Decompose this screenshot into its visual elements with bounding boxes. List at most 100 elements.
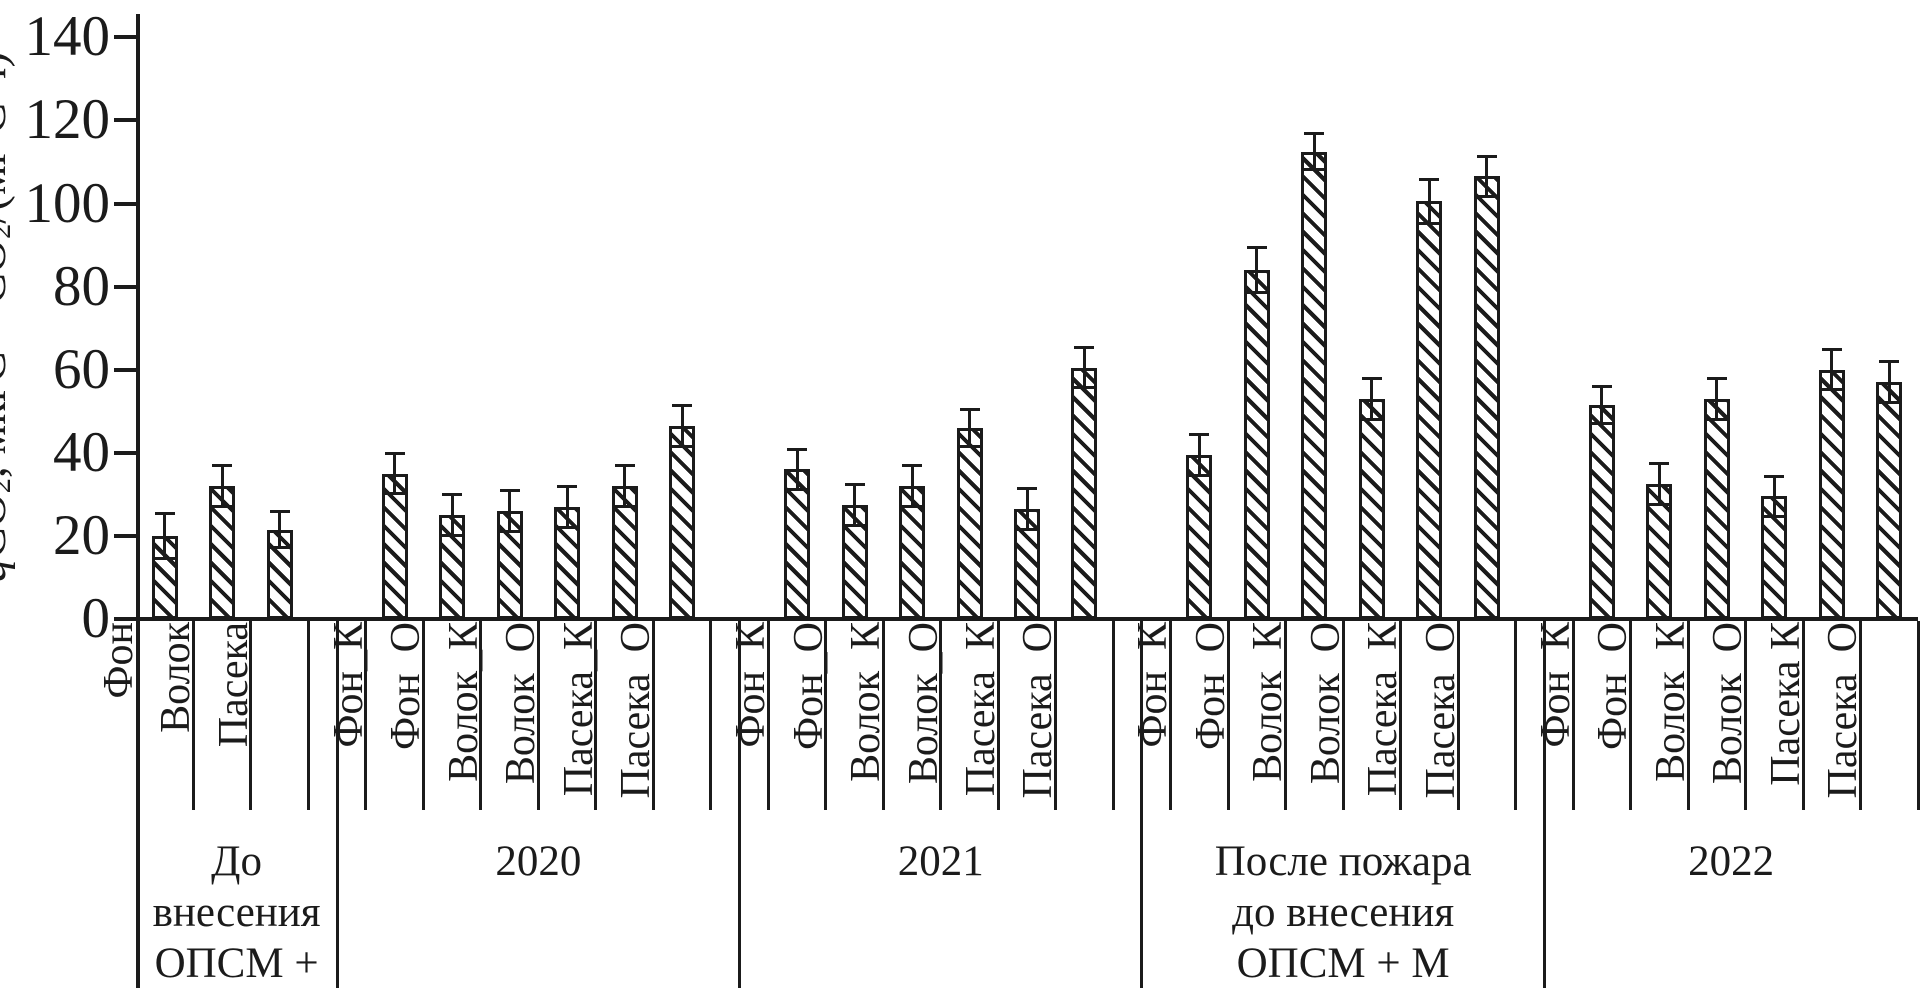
error-bar-cap-bottom (1649, 502, 1670, 506)
error-bar-cap-bottom (1476, 195, 1497, 199)
group-divider (1542, 621, 1546, 988)
cell-divider (306, 621, 310, 810)
error-bar-cap-top (1706, 377, 1727, 380)
error-bar-cap-bottom (212, 504, 233, 508)
error-bar-line (1830, 348, 1834, 391)
error-bar-cap-bottom (844, 523, 865, 527)
error-bar-cap-top (1304, 131, 1325, 135)
group-title-line: После пожара (1214, 838, 1472, 885)
ylabel-text: CO (0, 493, 16, 559)
ylabel-text: /(мг С ч) (0, 51, 16, 224)
error-bar-cap-top (1074, 345, 1095, 349)
y-tick-label: 140 (24, 5, 111, 69)
error-bar-line (1255, 247, 1259, 293)
y-tick (114, 617, 140, 621)
error-bar-cap-top (1591, 385, 1612, 389)
bar (209, 486, 236, 619)
error-bar-cap-bottom (384, 492, 405, 496)
error-bar-cap-bottom (557, 525, 578, 529)
group-title-line: 2020 (495, 838, 582, 885)
group-title-line: до внесения (1232, 889, 1455, 936)
cell-divider (1341, 621, 1345, 810)
x-axis-line (136, 617, 1918, 621)
error-bar-line (1427, 178, 1431, 225)
error-bar-cap-bottom (1591, 421, 1612, 425)
cell-divider (364, 621, 368, 810)
error-bar-cap-top (269, 509, 290, 513)
bar (1588, 405, 1615, 619)
error-bar-cap-top (959, 408, 980, 412)
error-bar-line (163, 513, 167, 559)
bar (1646, 483, 1673, 619)
cell-divider (1226, 621, 1230, 810)
error-bar-line (795, 448, 799, 491)
y-tick-label: 20 (53, 503, 110, 567)
ylabel-text: , мкгС—CO (0, 239, 16, 478)
y-axis-line (136, 14, 140, 988)
cell-divider (1399, 621, 1403, 810)
error-bar-line (393, 452, 397, 495)
bar (554, 506, 581, 619)
error-bar-cap-bottom (1706, 417, 1727, 421)
bar (381, 473, 408, 619)
error-bar-cap-top (499, 489, 520, 493)
cell-divider (1916, 621, 1920, 810)
error-bar-cap-bottom (442, 533, 463, 537)
x-axis-label: Фон (95, 622, 142, 699)
group-title-line: 2022 (1688, 838, 1775, 885)
group-title: 2022 (1544, 836, 1918, 887)
cell-divider (479, 621, 483, 810)
bar (1014, 508, 1040, 619)
error-bar-line (1600, 386, 1604, 424)
bar (1301, 151, 1328, 619)
error-bar-line (1197, 434, 1201, 476)
bar (1071, 367, 1098, 619)
error-bar-cap-bottom (787, 488, 808, 492)
error-bar-cap-bottom (1246, 290, 1267, 294)
group-title-line: ОПСМ + М (154, 940, 319, 987)
error-bar-cap-top (672, 404, 693, 408)
error-bar-line (1312, 132, 1316, 171)
cell-divider (996, 621, 1000, 810)
group-title-line: внесения (152, 889, 321, 936)
ylabel-subscript: 2 (0, 478, 17, 493)
group-divider (738, 621, 742, 988)
error-bar-cap-top (154, 512, 175, 516)
y-tick (114, 118, 140, 123)
y-tick (114, 450, 140, 455)
error-bar-cap-top (1476, 154, 1497, 158)
bar (1876, 382, 1903, 619)
y-tick (114, 367, 140, 372)
bar (1186, 454, 1213, 619)
error-bar-cap-bottom (902, 504, 923, 508)
cell-divider (824, 621, 828, 810)
error-bar-cap-bottom (1419, 222, 1440, 226)
cell-divider (766, 621, 770, 810)
error-bar-cap-top (1189, 433, 1210, 437)
cell-divider (1571, 621, 1575, 810)
error-bar-line (968, 409, 972, 447)
bar (1818, 369, 1845, 619)
bar (1243, 269, 1270, 619)
error-bar-cap-bottom (614, 504, 635, 508)
cell-divider (1629, 621, 1633, 810)
error-bar-line (910, 465, 914, 507)
y-tick (114, 35, 140, 40)
y-tick-label: 100 (24, 171, 111, 235)
cell-divider (1456, 621, 1460, 810)
cell-divider (1284, 621, 1288, 810)
y-axis-title: qCO2, мкгС—CO2/(мг С ч) (0, 12, 17, 622)
cell-divider (1744, 621, 1748, 810)
cell-divider (249, 621, 253, 810)
error-bar-cap-top (1361, 377, 1382, 380)
bar (1703, 398, 1730, 619)
bar (899, 486, 926, 619)
error-bar-cap-top (384, 451, 405, 455)
error-bar-line (565, 486, 569, 528)
error-bar-line (508, 490, 512, 532)
error-bar-cap-bottom (1017, 527, 1037, 531)
error-bar-cap-top (1017, 487, 1037, 491)
cell-divider (1859, 621, 1863, 810)
bar (439, 515, 466, 619)
